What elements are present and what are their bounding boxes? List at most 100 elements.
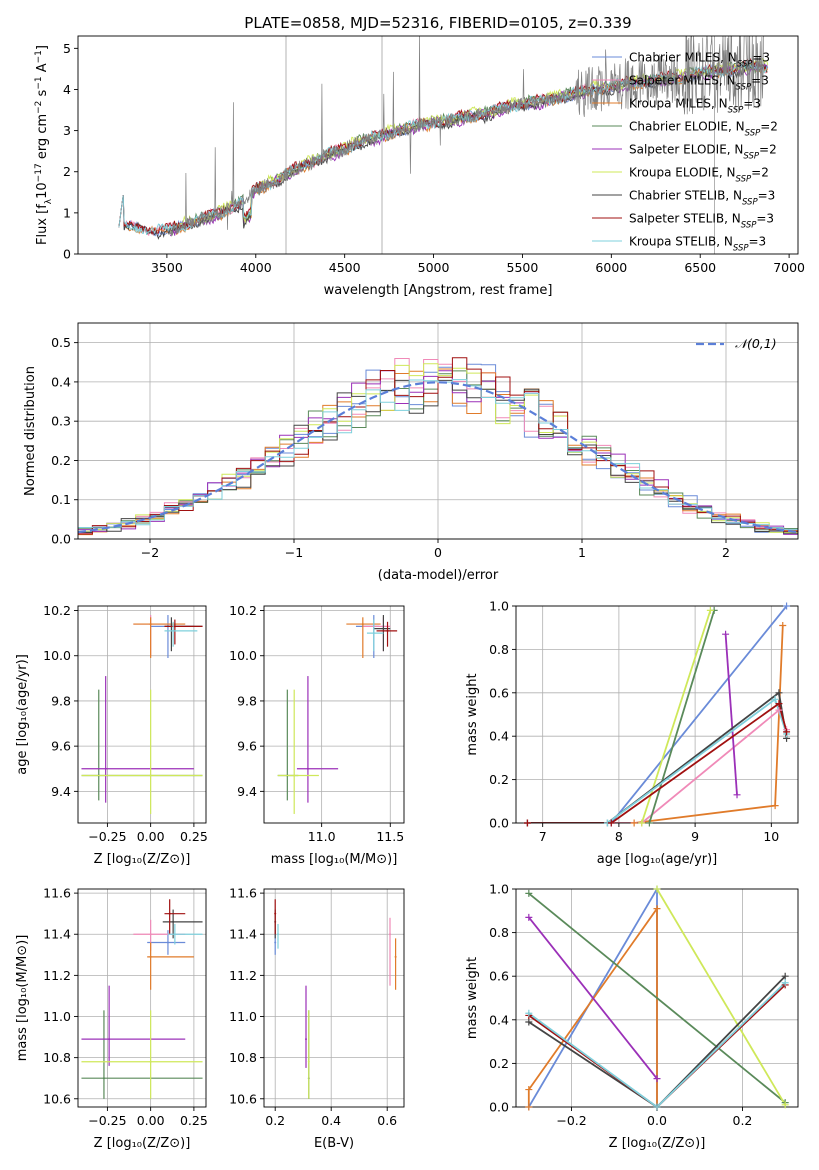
x-tick-label: 0.2 [265,1113,285,1128]
point-chabrier-elodie [102,1077,105,1080]
legend-label-text: Salpeter STELIB, N [629,212,741,226]
y-tick-label: 5 [63,41,71,56]
legend-label-text: Salpeter ELODIE, N [629,143,743,157]
weight-line-salpeter-elodie [528,916,658,1080]
weight-marker-kroupa-miles [653,905,661,913]
x-axis-label: mass [log₁₀(M/M⊙)] [271,852,398,867]
point-kroupa-stelib [372,632,375,635]
x-tick-label: 9 [691,829,699,844]
y-tick-label: 0.0 [489,1100,509,1115]
plot-area [118,36,769,254]
y-tick-label: 0.6 [489,969,509,984]
y-tick-label: 11.2 [43,968,71,983]
weight-marker-kroupa-elodie [706,606,714,614]
point-kroupa-elodie [293,774,296,777]
point-kroupa-miles [149,623,152,626]
weight-marker-kroupa-elodie [638,819,646,827]
y-tick-label: 1.0 [489,599,509,614]
y-axis-label: mass weight [465,673,480,755]
legend-label-text: Kroupa ELODIE, N [629,166,736,180]
x-tick-label: 4500 [329,260,361,275]
x-tick-label: −0.25 [88,829,126,844]
legend-label-sub: SSP [741,221,757,231]
legend-label-sub: SSP [745,129,761,139]
y-tick-label: 10.2 [229,603,257,618]
y-axis-label-part: A [35,63,50,76]
legend-label-suffix: =3 [749,235,767,249]
point-salpeter-stelib [274,912,277,915]
x-tick-label: 1 [578,545,586,560]
y-tick-label: 9.4 [51,784,71,799]
y-tick-label: 0.2 [51,453,71,468]
axes-frame [77,605,207,824]
y-axis-label: age [log₁₀(age/yr)] [15,654,30,775]
grid [78,606,206,823]
legend-label-sub: SSP [733,244,749,254]
legend-label-suffix: =3 [752,51,770,65]
weight-line-kroupa-stelib [528,982,786,1107]
y-axis-label-part: −17 [34,163,44,182]
ticks: −0.2 0.0 0.2 0.0 0.2 0.4 0.6 0.8 1.0 [489,882,752,1129]
weight-line-salpeter-stelib [527,702,788,823]
legend-label-sub: SSP [742,198,758,208]
y-tick-label: 0.2 [489,772,509,787]
ticks: 3500 4000 4500 5000 5500 6000 6500 7000 0 1 2 3 4 5 [63,41,805,275]
point-kroupa-stelib [173,933,176,936]
legend-label: Chabrier ELODIE, NSSP=2 [629,120,778,139]
y-tick-label: 10.2 [43,603,71,618]
y-tick-label: 11.6 [43,886,71,901]
plot-area [277,615,398,814]
weight-marker-kroupa-miles [771,802,779,810]
y-tick-label: 9.8 [237,693,257,708]
y-tick-label: 0.2 [489,1056,509,1071]
y-tick-label: 11.0 [229,1009,257,1024]
weight-marker-kroupa-miles [630,819,638,827]
y-tick-label: 4 [63,82,71,97]
point-salpeter-miles [149,933,152,936]
weight-marker-salpeter-miles [775,706,783,714]
axes-spectrum: 3500 4000 4500 5000 5500 6000 6500 7000 0 1 2 3 4 5 wa… [34,35,805,298]
legend-label-normal: 𝒩(0,1) [735,336,777,351]
y-tick-label: 9.6 [51,739,71,754]
y-tick-label: 0.4 [489,1012,509,1027]
legend-label-text: Salpeter MILES, N [629,74,736,88]
weight-marker-chabrier-miles [783,602,791,610]
point-kroupa-miles [149,955,152,958]
y-tick-label: 1.0 [489,882,509,897]
legend-label-text: Kroupa STELIB, N [629,235,733,249]
legend-label-sub: SSP [736,83,752,93]
weight-line-salpeter-elodie [724,634,738,795]
ticks: −0.25 0.00 0.25 9.4 9.6 9.8 10.0 10.2 [43,603,208,844]
axes-frame [263,888,405,1108]
y-tick-label: 9.4 [237,784,257,799]
point-chabrier-stelib [172,920,175,923]
legend-label-suffix: =3 [756,212,774,226]
y-tick-label: 11.6 [229,886,257,901]
weight-marker-chabrier-stelib [525,1018,533,1026]
x-tick-label: −0.2 [556,1113,586,1128]
weight-marker-chabrier-elodie [525,889,533,897]
weight-line-salpeter-stelib [528,984,786,1107]
y-axis-label-part: ] [35,45,50,50]
x-axis-label: Z [log₁₀(Z/Z⊙)] [94,852,191,867]
weight-marker-salpeter-elodie [525,913,533,921]
point-kroupa-stelib [172,629,175,632]
weight-marker-kroupa-miles [525,1086,533,1094]
point-kroupa-elodie [149,774,152,777]
x-tick-label: 4000 [240,260,272,275]
y-axis-label-part: −1 [34,76,44,89]
y-tick-label: 1 [63,205,71,220]
legend-label-sub: SSP [743,152,759,162]
x-tick-label: 10 [763,829,779,844]
weight-marker-salpeter-elodie [722,630,730,638]
plot-area [527,889,786,1107]
ticks: 7 8 9 10 0.0 0.2 0.4 0.6 0.8 1.0 [489,599,779,845]
y-tick-label: 11.4 [229,927,257,942]
point-kroupa-miles [361,623,364,626]
legend-label-suffix: =3 [743,97,761,111]
legend-label: Chabrier STELIB, NSSP=3 [629,189,775,208]
y-tick-label: 3 [63,123,71,138]
x-tick-label: 0.4 [321,1113,341,1128]
x-tick-label: 3500 [151,260,183,275]
